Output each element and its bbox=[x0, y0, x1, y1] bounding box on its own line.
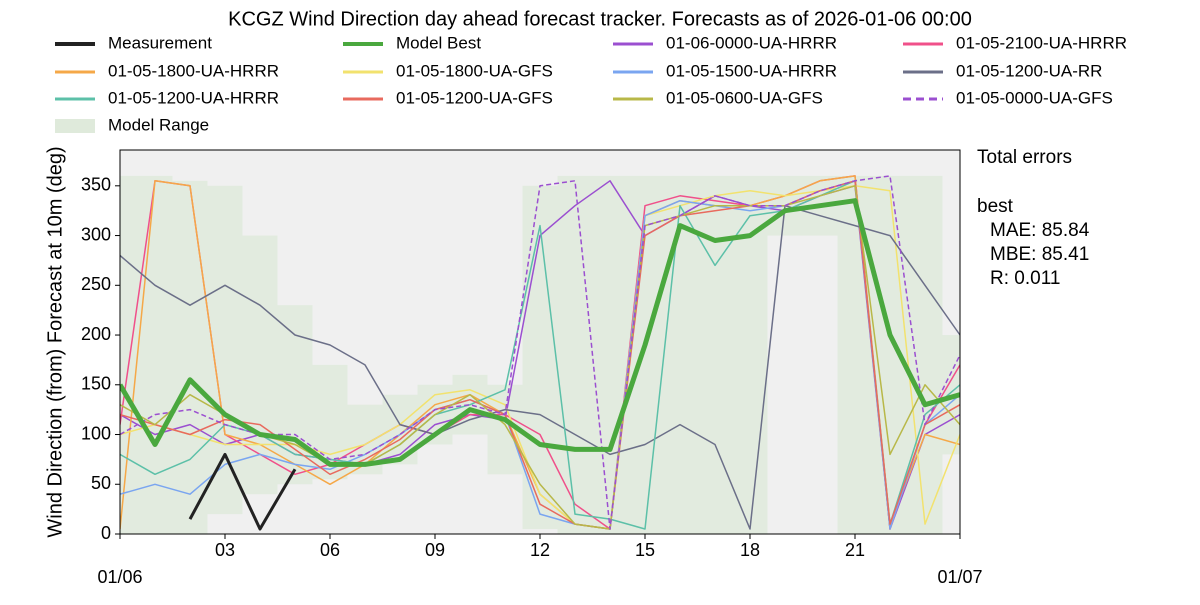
line-layer bbox=[120, 175, 960, 531]
y-tick-label: 50 bbox=[91, 473, 111, 493]
chart-title: KCGZ Wind Direction day ahead forecast t… bbox=[228, 8, 972, 30]
model-range bbox=[557, 175, 593, 534]
model-range bbox=[242, 235, 278, 495]
error-stat: R: 0.011 bbox=[990, 268, 1060, 289]
y-tick-label: 200 bbox=[81, 324, 111, 344]
y-tick-label: 100 bbox=[81, 423, 111, 443]
series-line bbox=[120, 180, 960, 530]
y-tick-label: 150 bbox=[81, 374, 111, 394]
series-line bbox=[120, 204, 960, 530]
legend-label: 01-05-1500-UA-HRRR bbox=[666, 61, 837, 80]
legend-label: 01-05-1200-UA-RR bbox=[956, 61, 1102, 80]
model-range bbox=[172, 180, 208, 534]
y-tick-label: 250 bbox=[81, 274, 111, 294]
x-tick-label: 06 bbox=[320, 540, 340, 560]
legend-label: 01-05-2100-UA-HRRR bbox=[956, 33, 1127, 52]
model-range bbox=[592, 175, 628, 534]
legend-label: 01-05-1800-UA-HRRR bbox=[108, 61, 279, 80]
y-tick-label: 0 bbox=[101, 523, 111, 543]
x-tick-label: 01/07 bbox=[937, 567, 982, 587]
model-range bbox=[697, 175, 733, 534]
model-range bbox=[137, 175, 173, 534]
legend-label: 01-05-0000-UA-GFS bbox=[956, 88, 1113, 107]
model-range bbox=[907, 175, 943, 534]
legend-label: Model Best bbox=[396, 33, 481, 52]
legend-swatch bbox=[55, 119, 95, 133]
legend-label: 01-05-1200-UA-HRRR bbox=[108, 88, 279, 107]
legend-label: 01-05-0600-UA-GFS bbox=[666, 88, 823, 107]
error-stat: MAE: 85.84 bbox=[990, 220, 1090, 241]
axes: 0 50 100 150 200 250 300 350 01/06 03 06 09 12 15 18 21… bbox=[81, 175, 983, 587]
x-tick-label: 01/06 bbox=[97, 567, 142, 587]
legend: Measurement Model Best 01-06-0000-UA-HRRR 0… bbox=[55, 33, 1127, 134]
error-stat: best bbox=[977, 196, 1014, 217]
legend-label: 01-05-1800-UA-GFS bbox=[396, 61, 553, 80]
y-tick-label: 350 bbox=[81, 175, 111, 195]
y-axis-label: Wind Direction (from) Forecast at 10m (d… bbox=[44, 146, 66, 537]
model-range bbox=[662, 175, 698, 534]
model-range bbox=[522, 185, 558, 530]
error-stats: Total errors best MAE: 85.84 MBE: 85.41 R: 0… bbox=[977, 147, 1090, 289]
series-line bbox=[188, 452, 297, 531]
x-tick-label: 18 bbox=[740, 540, 760, 560]
series-line bbox=[120, 198, 960, 467]
error-stat: Total errors bbox=[977, 147, 1072, 168]
series-line bbox=[120, 175, 960, 530]
x-tick-label: 03 bbox=[215, 540, 235, 560]
legend-label: 01-05-1200-UA-GFS bbox=[396, 88, 553, 107]
x-tick-label: 09 bbox=[425, 540, 445, 560]
x-tick-label: 12 bbox=[530, 540, 550, 560]
legend-label: Model Range bbox=[108, 115, 209, 134]
model-range bbox=[120, 175, 138, 534]
model-range bbox=[312, 364, 348, 480]
x-tick-label: 15 bbox=[635, 540, 655, 560]
legend-label: 01-06-0000-UA-HRRR bbox=[666, 33, 837, 52]
legend-label: Measurement bbox=[108, 33, 212, 52]
x-tick-label: 21 bbox=[845, 540, 865, 560]
y-tick-label: 300 bbox=[81, 224, 111, 244]
error-stat: MBE: 85.41 bbox=[990, 244, 1089, 265]
